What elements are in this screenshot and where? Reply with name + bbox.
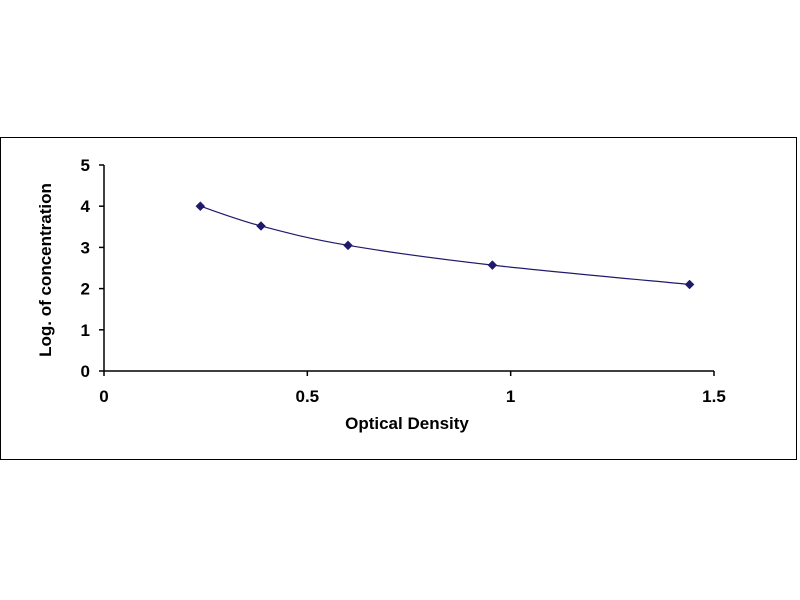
x-tick-label: 1.5 — [702, 387, 726, 406]
y-axis: 0 1 2 3 4 5 — [81, 156, 105, 381]
data-point — [487, 260, 498, 270]
data-point — [256, 221, 266, 231]
data-point — [684, 279, 695, 290]
x-ticks: 0 0.5 1 1.5 — [99, 371, 726, 406]
x-tick-label: 0.5 — [296, 387, 320, 406]
data-point — [343, 240, 353, 251]
y-tick-label: 4 — [81, 197, 91, 216]
y-tick-label: 3 — [81, 238, 90, 257]
y-ticks: 0 1 2 3 4 5 — [81, 156, 104, 381]
data-points — [195, 201, 695, 290]
y-tick-label: 0 — [81, 362, 90, 381]
y-tick-label: 5 — [81, 156, 90, 175]
x-tick-label: 1 — [506, 387, 515, 406]
chart-frame — [0, 137, 797, 460]
y-tick-label: 1 — [81, 321, 90, 340]
x-axis-title: Optical Density — [345, 414, 469, 433]
x-axis: 0 0.5 1 1.5 — [99, 370, 726, 406]
x-tick-label: 0 — [99, 387, 108, 406]
y-axis-title: Log. of concentration — [36, 183, 55, 357]
y-tick-label: 2 — [81, 280, 90, 299]
data-point — [195, 201, 206, 212]
trend-line — [200, 205, 690, 286]
